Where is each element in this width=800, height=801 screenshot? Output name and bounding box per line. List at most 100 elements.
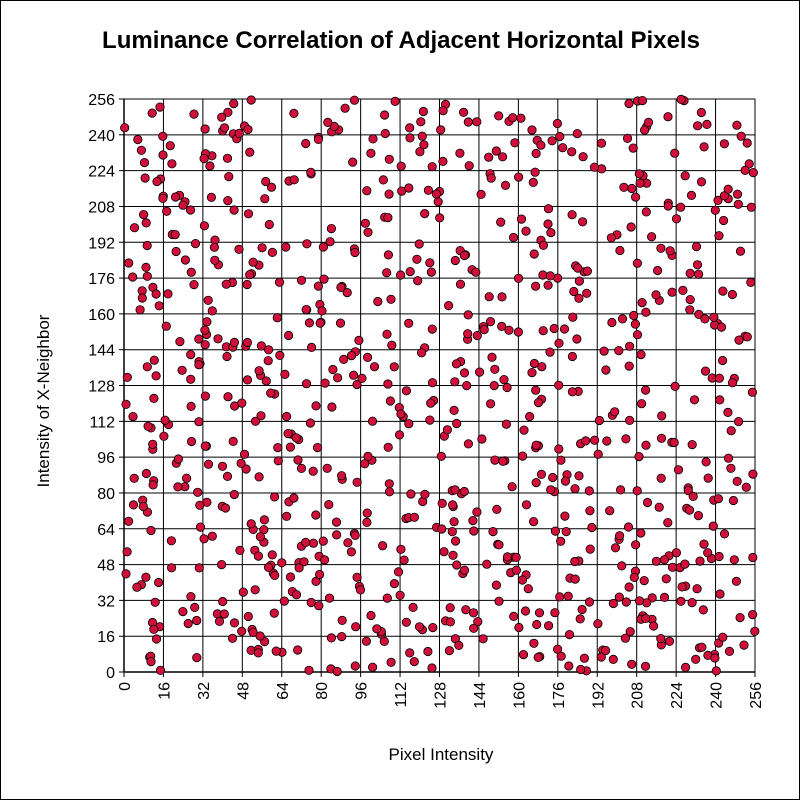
scatter-point [714,551,724,562]
scatter-point [581,436,591,446]
scatter-point [485,316,496,327]
scatter-point [229,337,239,347]
scatter-point [186,349,196,360]
scatter-point [703,473,713,483]
scatter-point [302,239,312,249]
scatter-point [253,551,263,561]
scatter-point [732,189,743,199]
scatter-point [459,565,470,575]
scatter-point [222,153,233,163]
y-tick-label: 240 [88,128,115,145]
scatter-point [243,124,253,135]
scatter-point [229,618,240,628]
scatter-point [684,505,695,515]
scatter-point [461,605,471,615]
scatter-point [670,381,680,391]
scatter-point [223,107,233,117]
scatter-point [640,661,651,671]
scatter-point [425,415,435,425]
scatter-point [641,613,651,624]
scatter-point [701,457,711,467]
y-tick-label: 0 [106,665,115,682]
scatter-point [718,215,729,226]
scatter-point [339,354,349,364]
scatter-point [726,463,736,473]
scatter-point [256,341,266,351]
scatter-point [206,192,216,202]
scatter-point [318,536,328,546]
scatter-point [219,123,230,133]
scatter-point [464,161,474,171]
scatter-point [543,204,554,214]
scatter-point [427,162,437,172]
scatter-point [296,275,307,285]
scatter-point [159,431,169,441]
scatter-point [357,373,367,383]
scatter-point [634,596,645,606]
scatter-point [447,500,458,510]
scatter-point [217,461,228,471]
scatter-point [384,487,395,497]
scatter-point [194,360,204,370]
scatter-point [719,139,730,149]
scatter-point [564,661,574,671]
scatter-point [747,609,758,620]
scatter-point [556,536,566,546]
scatter-point [367,416,378,426]
scatter-point [517,575,528,585]
scatter-point [715,589,725,599]
scatter-point [166,536,176,546]
scatter-point [726,426,736,436]
scatter-point [291,590,302,600]
scatter-point [396,161,406,171]
scatter-point [654,502,664,512]
scatter-point [685,305,695,315]
scatter-point [408,602,418,613]
x-tick-label: 208 [630,682,647,709]
scatter-point [578,152,588,162]
scatter-point [438,156,448,166]
scatter-point [529,638,539,648]
scatter-point [627,183,637,194]
scatter-point [518,649,529,660]
scatter-point [491,580,501,590]
x-tick-label: 144 [472,682,489,709]
scatter-point [234,128,244,138]
scatter-point [435,213,445,223]
scatter-point [531,385,541,395]
scatter-point [234,244,244,254]
scatter-point [691,242,702,252]
scatter-point [683,485,693,496]
scatter-point [626,222,636,232]
scatter-point [517,451,528,461]
scatter-point [149,355,159,365]
scatter-point [419,140,429,150]
scatter-point [340,103,350,113]
scatter-point [536,469,547,479]
scatter-point [393,567,404,577]
scatter-point [382,593,392,603]
scatter-point [450,377,460,387]
scatter-point [677,582,687,592]
scatter-point [120,123,130,133]
scatter-point [285,572,296,582]
scatter-point [222,351,232,362]
scatter-point [663,517,673,528]
scatter-point [186,401,196,411]
y-tick-label: 112 [89,414,115,431]
scatter-point [320,378,330,388]
scatter-point [444,645,454,656]
scatter-point [337,631,347,642]
scatter-point [427,663,437,673]
scatter-point [194,417,204,427]
scatter-point [264,219,274,230]
y-tick-label: 16 [97,629,115,646]
scatter-point [711,666,721,676]
scatter-point [450,255,460,266]
x-tick-label: 0 [117,682,134,691]
scatter-point [728,495,739,506]
scatter-point [656,473,666,483]
scatter-point [492,504,502,514]
scatter-point [632,330,643,340]
scatter-point [426,398,436,408]
